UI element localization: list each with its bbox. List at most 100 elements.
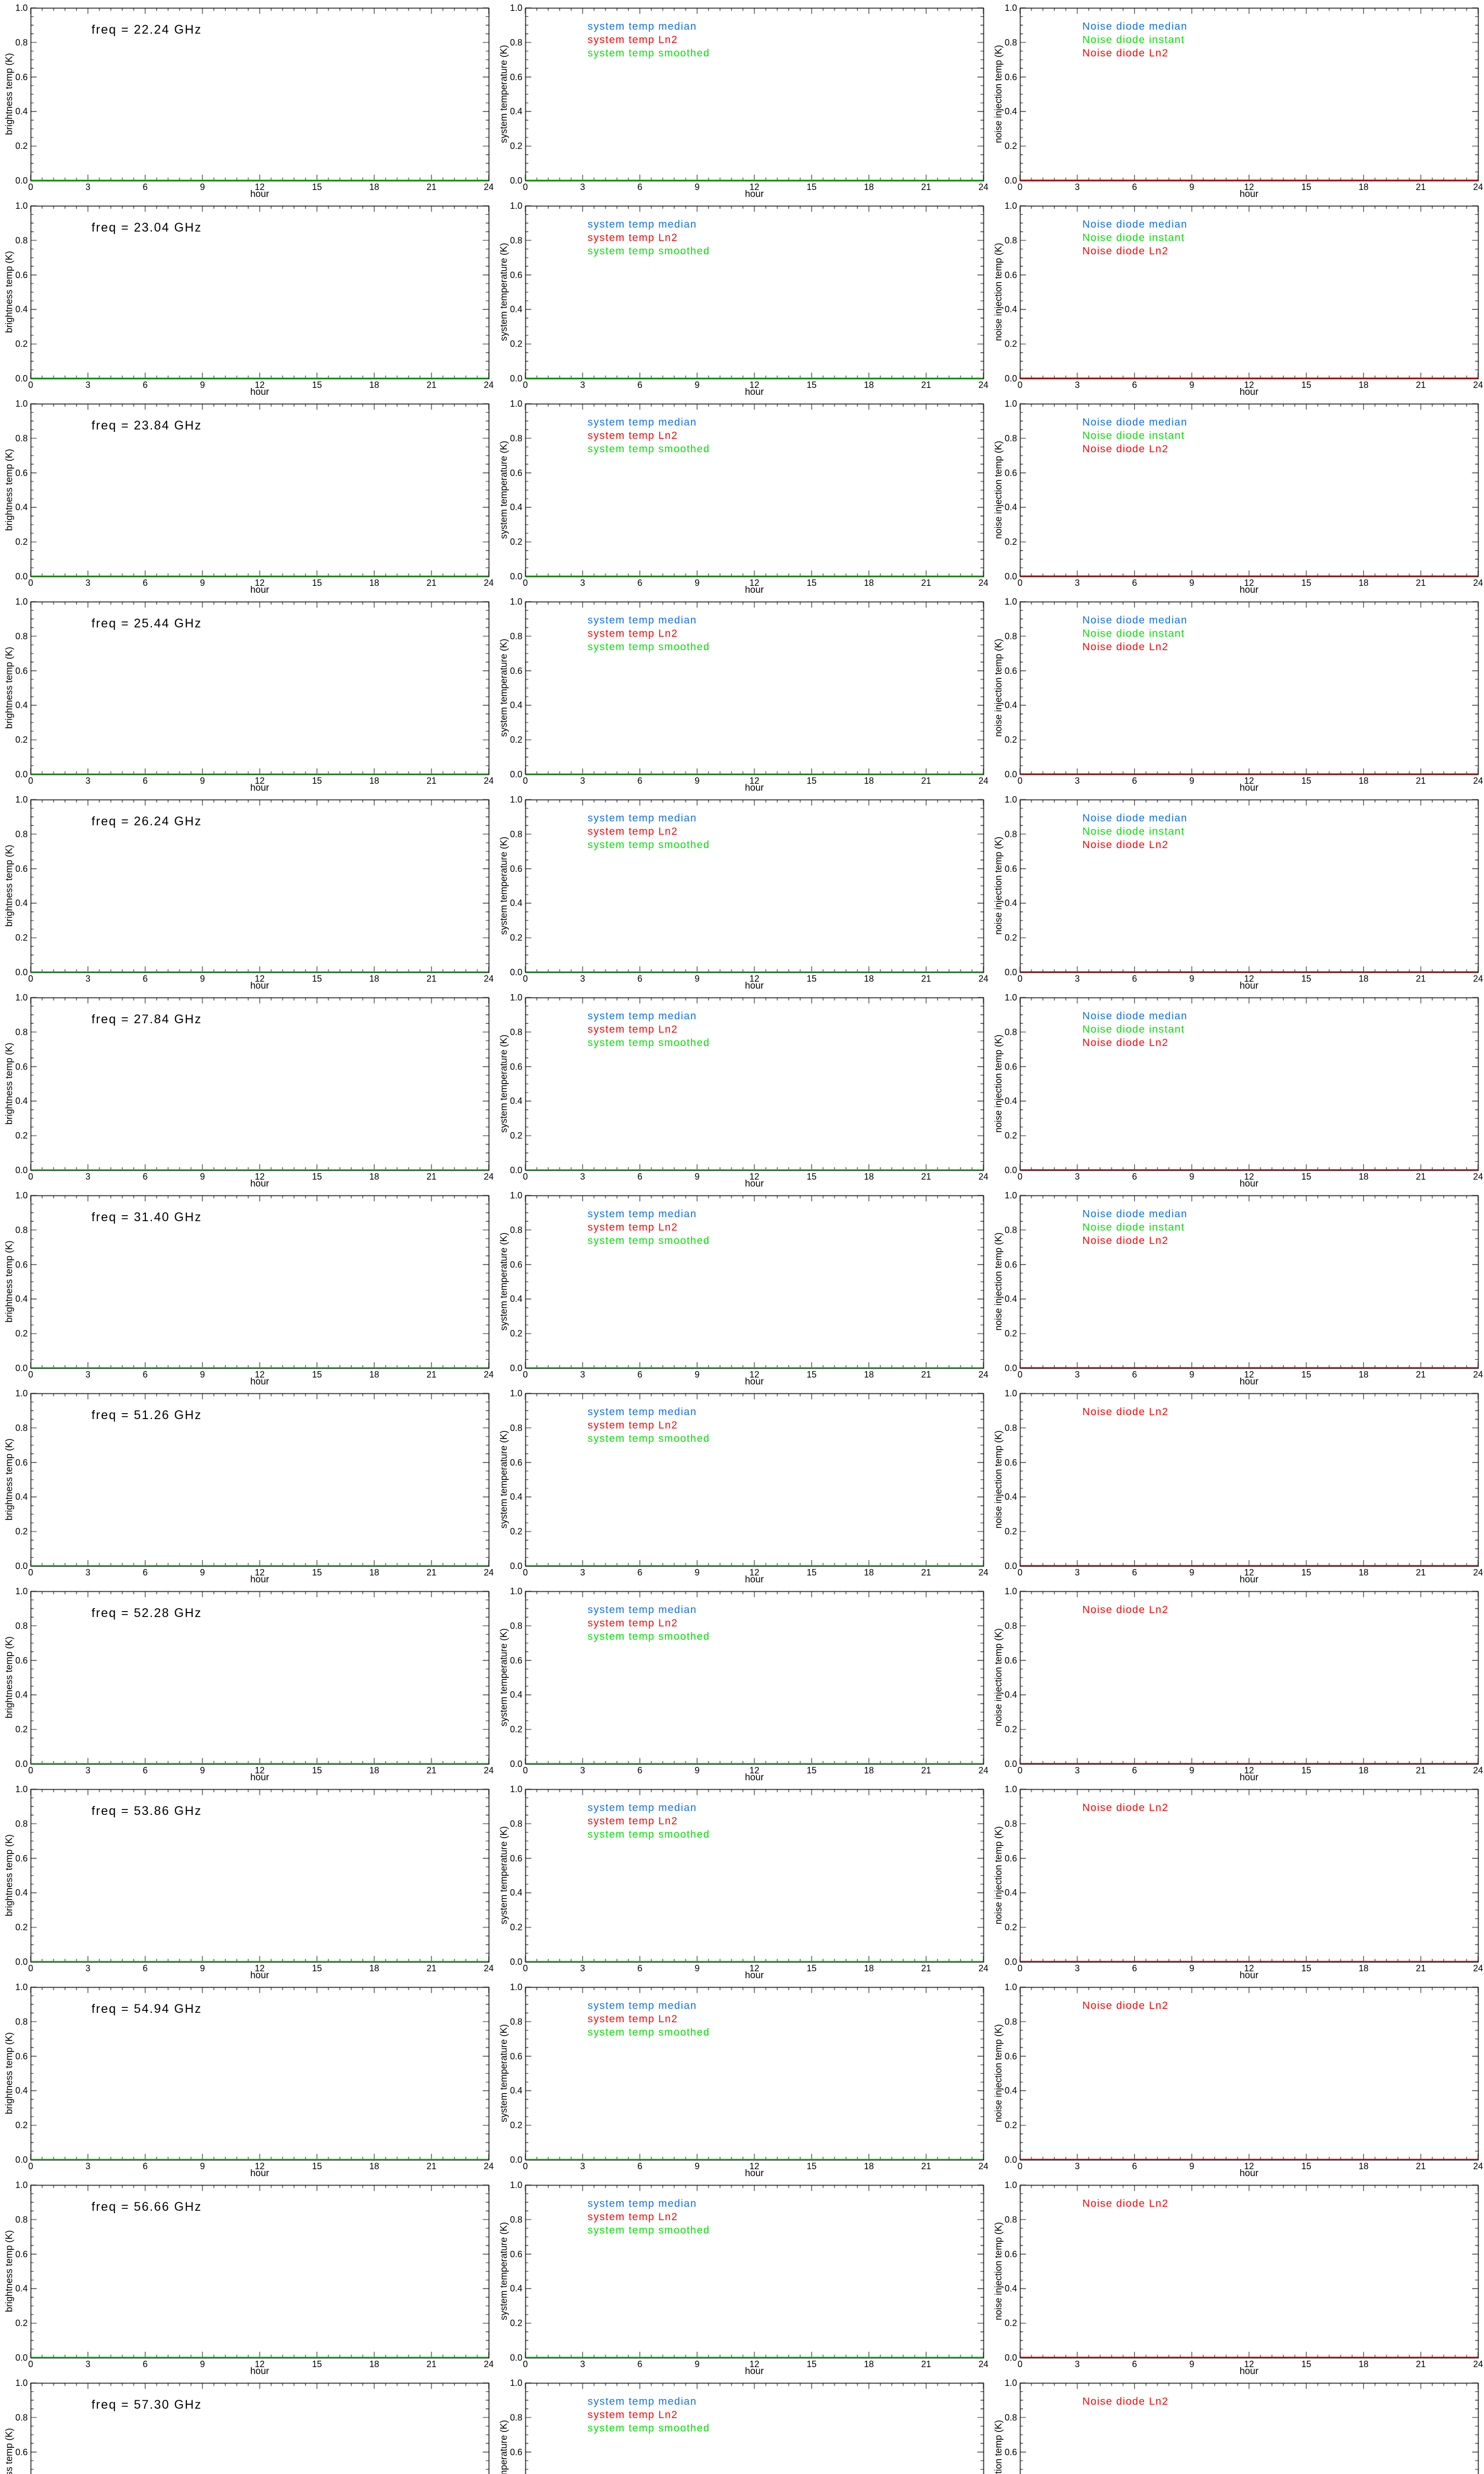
y-axis-label: brightness temp (K): [4, 53, 15, 135]
x-tick-label: 18: [1358, 1963, 1369, 1973]
x-tick-label: 12: [254, 1963, 265, 1973]
plot-panel-r8c3: noise injection temp (K) 0.0 0.2 0.4 0.6 0.8 1…: [989, 1385, 1484, 1584]
x-tick-label: 18: [864, 2161, 874, 2171]
y-tick-label: 0.0: [1004, 374, 1017, 383]
y-tick-label: 1.0: [15, 3, 28, 13]
y-tick-label: 0.4: [15, 106, 28, 117]
x-tick-label: 12: [749, 578, 760, 588]
y-tick-label: 1.0: [1004, 597, 1017, 607]
x-tick-label: 12: [1244, 776, 1254, 786]
y-tick-label: 0.2: [1004, 339, 1017, 349]
freq-annotation: freq = 56.66 GHz: [92, 2200, 202, 2214]
x-tick-label: 15: [806, 1172, 817, 1182]
plot-canvas-r8c1: [0, 1385, 495, 1583]
y-tick-label: 1.0: [15, 1586, 28, 1596]
plot-canvas-r7c2: [495, 1188, 989, 1385]
x-tick-label: 0: [28, 1765, 33, 1775]
plot-canvas-r4c1: [0, 594, 495, 792]
x-axis-label: hour: [1239, 1377, 1259, 1387]
y-tick-label: 0.4: [510, 1888, 522, 1898]
x-tick-label: 18: [1358, 182, 1369, 192]
x-tick-label: 21: [1416, 1370, 1426, 1380]
x-tick-label: 3: [580, 380, 585, 390]
x-tick-label: 18: [1358, 2359, 1369, 2369]
y-tick-label: 0.6: [1004, 1655, 1017, 1665]
y-tick-label: 0.0: [1004, 571, 1017, 581]
x-tick-label: 6: [142, 1172, 148, 1182]
x-tick-label: 9: [200, 2161, 205, 2171]
y-tick-label: 0.6: [15, 1457, 28, 1468]
legend-entry-red: system temp Ln2: [588, 2409, 678, 2421]
x-tick-label: 0: [1017, 2359, 1022, 2369]
x-tick-label: 18: [369, 974, 379, 984]
y-tick-label: 0.4: [510, 502, 522, 513]
x-tick-label: 3: [1074, 974, 1080, 984]
y-tick-label: 0.4: [510, 2086, 522, 2096]
x-tick-label: 12: [749, 1172, 760, 1182]
plot-panel-r4c1: brightness temp (K) 0.0 0.2 0.4 0.6 0.8 1.0 0 3 6…: [0, 594, 495, 793]
plot-canvas-r12c1: [0, 2177, 495, 2375]
plot-canvas-r4c2: [495, 594, 989, 792]
y-axis-label: brightness temp (K): [4, 1438, 15, 1521]
x-tick-label: 18: [369, 380, 379, 390]
y-tick-label: 0.4: [1004, 1888, 1017, 1898]
x-tick-label: 0: [522, 182, 528, 192]
y-tick-label: 0.6: [15, 270, 28, 280]
x-tick-label: 3: [1074, 1568, 1080, 1577]
x-tick-label: 24: [483, 2359, 494, 2369]
x-tick-label: 6: [142, 380, 148, 390]
x-tick-label: 15: [1301, 1963, 1311, 1973]
y-tick-label: 0.8: [1004, 235, 1017, 245]
x-tick-label: 9: [1189, 1568, 1195, 1577]
x-axis-label: hour: [744, 2366, 764, 2377]
x-tick-label: 9: [695, 1765, 700, 1775]
y-tick-label: 0.4: [15, 1096, 28, 1106]
plot-panel-r11c1: brightness temp (K) 0.0 0.2 0.4 0.6 0.8 1.0 0 3 6…: [0, 1979, 495, 2178]
x-tick-label: 24: [1473, 182, 1484, 192]
y-tick-label: 0.0: [1004, 1561, 1017, 1571]
x-axis-label: hour: [744, 585, 764, 595]
y-tick-label: 0.8: [510, 631, 522, 641]
x-tick-label: 15: [1301, 2161, 1311, 2171]
legend-entry-red: system temp Ln2: [588, 2211, 678, 2223]
x-tick-label: 18: [369, 2161, 379, 2171]
y-tick-label: 0.8: [510, 1818, 522, 1829]
y-axis-label: noise injection temp (K): [993, 1628, 1004, 1727]
y-tick-label: 0.2: [1004, 2318, 1017, 2329]
legend-entry-red: Noise diode Ln2: [1082, 1406, 1169, 1418]
x-tick-label: 9: [200, 1765, 205, 1775]
y-tick-label: 0.8: [510, 37, 522, 48]
x-tick-label: 24: [483, 182, 494, 192]
x-tick-label: 24: [483, 1765, 494, 1775]
y-tick-label: 0.2: [1004, 2120, 1017, 2131]
y-tick-label: 0.0: [15, 1363, 28, 1373]
y-tick-label: 0.2: [1004, 735, 1017, 745]
legend-entry-green: system temp smoothed: [588, 641, 710, 653]
x-tick-label: 0: [1017, 1765, 1022, 1775]
y-tick-label: 0.2: [15, 2318, 28, 2329]
plot-panel-r12c3: noise injection temp (K) 0.0 0.2 0.4 0.6 0.8 1…: [989, 2177, 1484, 2376]
x-tick-label: 24: [978, 182, 989, 192]
y-tick-label: 0.4: [1004, 2284, 1017, 2294]
y-tick-label: 0.0: [510, 571, 522, 581]
legend-entry-green: Noise diode instant: [1082, 1024, 1185, 1035]
plot-canvas-r2c1: [0, 198, 495, 396]
plot-canvas-r3c3: [989, 396, 1484, 594]
x-tick-label: 3: [85, 578, 91, 588]
y-tick-label: 0.4: [15, 700, 28, 711]
y-tick-label: 0.6: [1004, 1061, 1017, 1072]
x-tick-label: 3: [580, 1370, 585, 1380]
x-tick-label: 18: [369, 182, 379, 192]
x-tick-label: 3: [580, 1765, 585, 1775]
y-tick-label: 0.0: [510, 769, 522, 779]
plot-canvas-r9c2: [495, 1583, 989, 1781]
legend-entry-red: Noise diode Ln2: [1082, 1037, 1169, 1048]
y-tick-label: 0.4: [1004, 1690, 1017, 1700]
legend-entry-red: system temp Ln2: [588, 628, 678, 639]
plot-panel-r7c3: noise injection temp (K) 0.0 0.2 0.4 0.6 0.8 1…: [989, 1188, 1484, 1387]
y-tick-label: 1.0: [15, 2378, 28, 2388]
plot-canvas-r9c3: [989, 1583, 1484, 1781]
x-tick-label: 18: [864, 1963, 874, 1973]
x-tick-label: 18: [369, 1963, 379, 1973]
x-tick-label: 15: [312, 380, 322, 390]
